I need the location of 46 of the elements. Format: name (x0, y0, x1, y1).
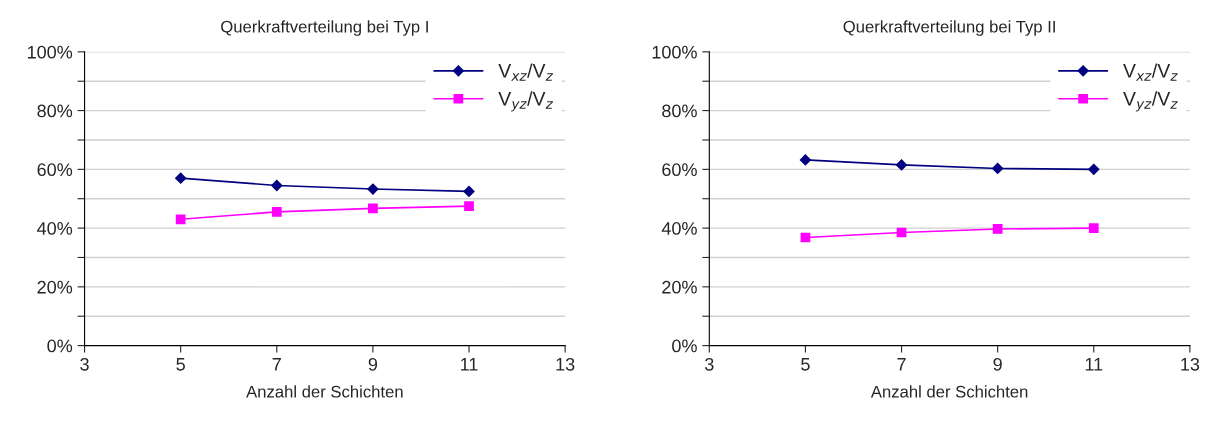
y-tick-label: 0% (47, 339, 73, 353)
x-tick-label: 5 (176, 358, 185, 371)
x-axis-title: Anzahl der Schichten (246, 385, 403, 398)
x-tick-label: 9 (368, 357, 378, 371)
x-tick-label: 7 (272, 358, 281, 371)
point (1088, 223, 1099, 233)
y-tick-label: 20% (662, 280, 697, 294)
point (271, 179, 283, 192)
legend-label: V$_{xz}$/V$_{z}$ (1123, 63, 1178, 81)
x-tick-label: 5 (801, 358, 810, 371)
point (1088, 163, 1100, 175)
point (463, 185, 475, 197)
y-tick-label: 40% (37, 222, 73, 235)
point (367, 183, 379, 195)
x-tick-label: 7 (897, 358, 906, 371)
chart-title: Querkraftverteilung bei Typ II (843, 20, 1055, 36)
y-tick-label: 20% (37, 280, 73, 294)
point (992, 224, 1003, 234)
point (895, 159, 908, 171)
x-tick-label: 3 (704, 357, 714, 371)
chart-title: Querkraftverteilung bei Typ I (221, 20, 428, 36)
x-tick-label: 11 (1085, 358, 1103, 371)
x-tick-label: 11 (461, 358, 478, 371)
point (464, 201, 474, 211)
legend-label: V$_{yz}$/V$_{z}$ (498, 91, 554, 112)
legend-label: V$_{xz}$/V$_{z}$ (498, 63, 554, 81)
x-axis-title: Anzahl der Schichten (870, 385, 1028, 398)
y-tick-label: 60% (662, 163, 697, 177)
x-tick-label: 13 (556, 357, 575, 371)
x-tick-label: 3 (80, 357, 89, 371)
x-tick-label: 9 (993, 357, 1002, 371)
point (175, 214, 186, 225)
y-tick-label: 100% (27, 45, 73, 59)
y-tick-label: 0% (672, 339, 697, 353)
y-tick-label: 80% (37, 104, 73, 118)
x-tick-label: 13 (1181, 357, 1200, 371)
point (271, 207, 282, 217)
point (368, 203, 378, 214)
point (175, 172, 187, 184)
point (799, 154, 812, 166)
point (992, 162, 1004, 175)
y-tick-label: 100% (652, 45, 697, 59)
y-tick-label: 60% (37, 163, 73, 177)
y-tick-label: 80% (662, 104, 697, 118)
y-tick-label: 40% (661, 222, 697, 235)
legend-label: V$_{yz}$/V$_{z}$ (1123, 91, 1178, 112)
